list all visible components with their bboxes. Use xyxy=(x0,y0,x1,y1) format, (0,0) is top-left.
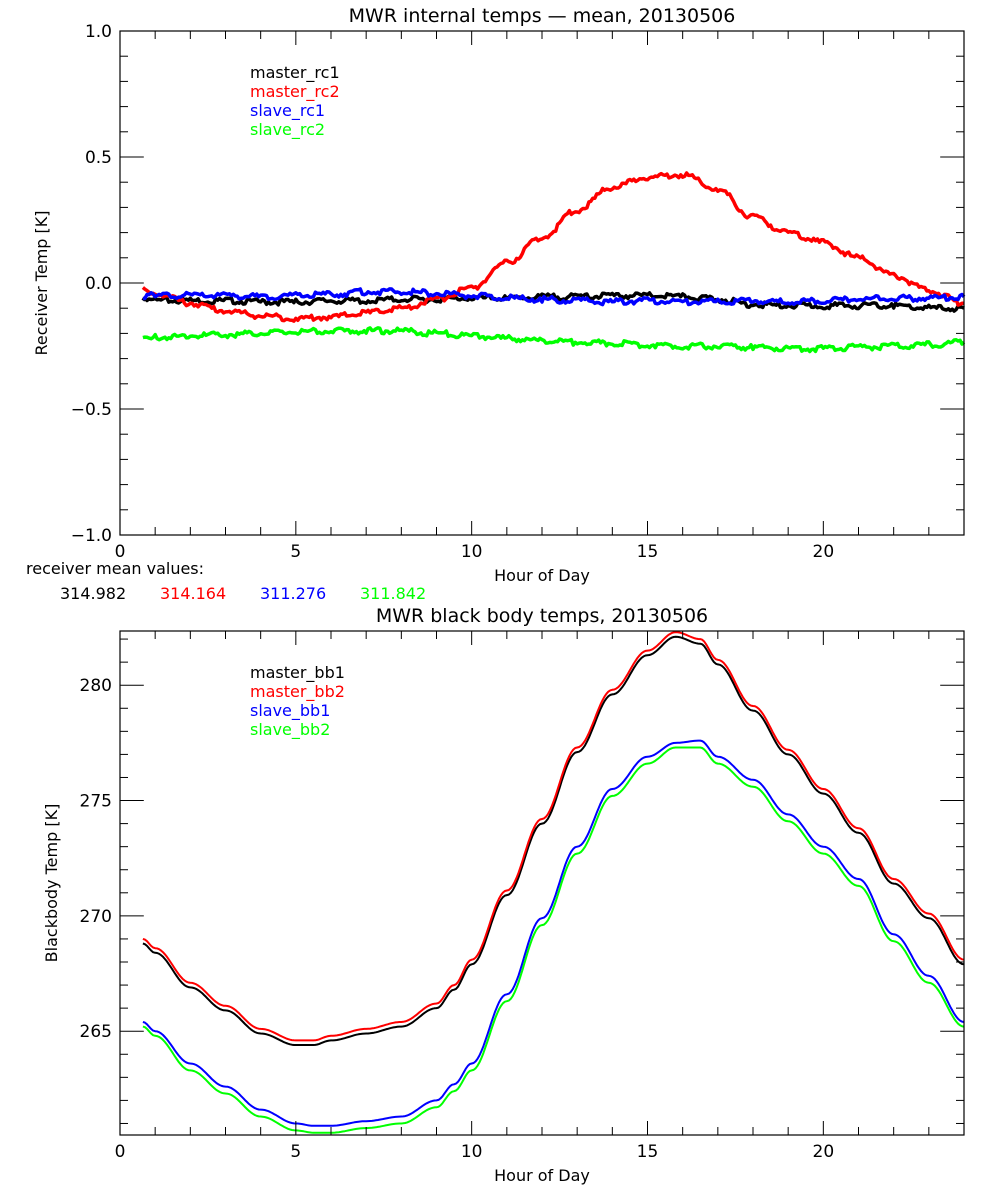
y-tick-label: −1.0 xyxy=(71,526,112,546)
plot-title: MWR black body temps, 20130506 xyxy=(376,605,708,627)
y-axis-title: Blackbody Temp [K] xyxy=(42,804,61,963)
y-tick-label: 0.5 xyxy=(85,148,112,168)
legend-entry: slave_bb1 xyxy=(250,701,330,721)
mean-value: 314.982 xyxy=(60,584,126,603)
y-tick-label: 275 xyxy=(80,792,112,812)
x-axis-title: Hour of Day xyxy=(494,1166,590,1185)
plot-frame xyxy=(119,630,965,1136)
legend-entry: slave_rc2 xyxy=(250,120,325,140)
y-tick-label: 280 xyxy=(80,676,112,696)
y-tick-labels: −1.0 −0.5 0.0 0.5 1.0 xyxy=(71,22,112,546)
mean-value: 311.276 xyxy=(260,584,326,603)
series-line-slave-rc1 xyxy=(142,287,966,307)
plot-blackbody-temps: MWR black body temps, 20130506 0 5 10 15 20 … xyxy=(42,605,965,1185)
y-tick-label: 1.0 xyxy=(85,22,112,42)
plot-receiver-temps: MWR internal temps — mean, 20130506 0 5 10… xyxy=(26,5,966,603)
mean-value: 314.164 xyxy=(160,584,226,603)
x-tick-label: 0 xyxy=(115,1142,126,1162)
y-axis-title: Receiver Temp [K] xyxy=(32,210,51,355)
x-axis-title: Hour of Day xyxy=(494,566,590,585)
series-line-master-bb1 xyxy=(142,635,965,1046)
x-tick-label: 15 xyxy=(637,1142,659,1162)
x-tick-label: 5 xyxy=(290,542,301,562)
y-tick-label: −0.5 xyxy=(71,400,112,420)
legend-entry: master_rc2 xyxy=(250,82,340,102)
y-tick-label: 270 xyxy=(80,907,112,927)
x-tick-label: 20 xyxy=(813,1142,835,1162)
x-tick-label: 10 xyxy=(461,1142,483,1162)
mean-values-label: receiver mean values: xyxy=(26,559,204,578)
mean-value: 311.842 xyxy=(360,584,426,603)
x-tick-label: 15 xyxy=(637,542,659,562)
mean-values: 314.982 314.164 311.276 311.842 xyxy=(60,584,426,603)
x-tick-labels: 0 5 10 15 20 xyxy=(115,1142,835,1162)
x-tick-label: 20 xyxy=(813,542,835,562)
plot-title: MWR internal temps — mean, 20130506 xyxy=(349,5,736,27)
legend-entry: slave_bb2 xyxy=(250,720,330,740)
series-lines xyxy=(142,631,965,1134)
legend-entry: master_rc1 xyxy=(250,63,340,83)
legend-entry: master_bb1 xyxy=(250,663,345,683)
x-tick-label: 0 xyxy=(115,542,126,562)
series-line-master-bb2 xyxy=(142,631,965,1042)
series-line-slave-bb1 xyxy=(142,739,965,1127)
legend-entry: slave_rc1 xyxy=(250,101,325,121)
series-line-master-rc1 xyxy=(141,291,965,313)
series-line-slave-bb2 xyxy=(142,746,965,1134)
axis-ticks xyxy=(119,30,965,536)
series-line-master-rc2 xyxy=(141,171,965,323)
plot-frame xyxy=(119,30,965,536)
y-tick-label: 265 xyxy=(80,1022,112,1042)
series-line-slave-rc2 xyxy=(142,326,966,354)
x-tick-label: 10 xyxy=(461,542,483,562)
x-tick-labels: 0 5 10 15 20 xyxy=(115,542,835,562)
x-tick-label: 5 xyxy=(290,1142,301,1162)
y-tick-label: 0.0 xyxy=(85,274,112,294)
axis-ticks xyxy=(119,631,965,1135)
y-tick-labels: 265 270 275 280 xyxy=(80,676,112,1042)
legend-entry: master_bb2 xyxy=(250,682,345,702)
series-lines xyxy=(141,171,966,354)
